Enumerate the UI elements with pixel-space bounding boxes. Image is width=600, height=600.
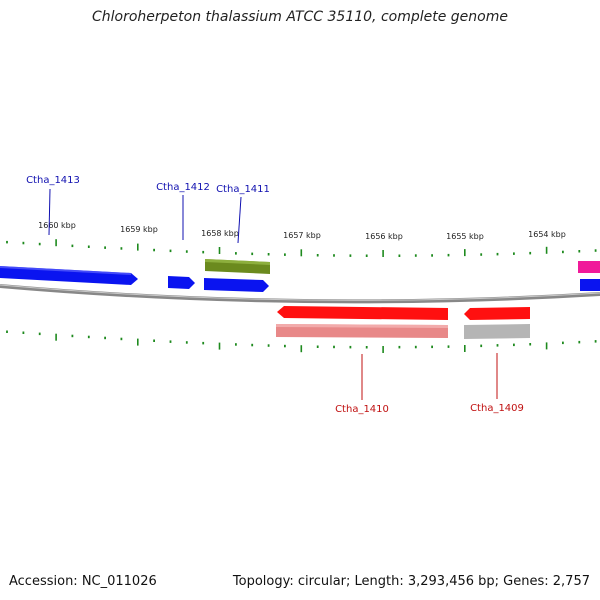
gene-ctha-1413[interactable] [0, 266, 138, 285]
accession-text: Accession: NC_011026 [9, 574, 157, 589]
kbp-label: 1655 kbp [446, 232, 484, 241]
kbp-label: 1658 kbp [201, 229, 239, 238]
genome-backbone-highlight [0, 284, 600, 301]
inner-tick-ring [6, 330, 597, 353]
kbp-label: 1659 kbp [120, 225, 158, 234]
outer-tick-ring [6, 239, 597, 257]
gene-highlight [0, 266, 131, 275]
map-title: Chloroherpeton thalassium ATCC 35110, co… [92, 9, 508, 25]
kbp-label: 1654 kbp [528, 230, 566, 239]
kbp-label: 1660 kbp [38, 221, 76, 230]
label-leader [48, 188, 51, 236]
feature-highlight [205, 259, 270, 265]
gene-ctha-1410[interactable] [277, 306, 448, 320]
gene-edge[interactable] [580, 279, 600, 291]
feature-highlight [276, 324, 448, 328]
gene-ctha-1411[interactable] [204, 278, 269, 292]
feature-pink[interactable] [578, 261, 600, 273]
kbp-label: 1657 kbp [283, 231, 321, 240]
gene-label-ctha-1410[interactable]: Ctha_1410 [335, 404, 389, 415]
gene-label-ctha-1412[interactable]: Ctha_1412 [156, 182, 210, 193]
gene-label-ctha-1409[interactable]: Ctha_1409 [470, 403, 524, 414]
gene-ctha-1409[interactable] [464, 307, 530, 320]
genome-backbone [0, 284, 600, 304]
gene-ctha-1412[interactable] [168, 276, 195, 289]
label-leader [237, 196, 242, 244]
gene-label-ctha-1411[interactable]: Ctha_1411 [216, 184, 270, 195]
gene-label-ctha-1413[interactable]: Ctha_1413 [26, 175, 80, 186]
feature-grey[interactable] [464, 324, 530, 339]
kbp-label: 1656 kbp [365, 232, 403, 241]
genome-summary-text: Topology: circular; Length: 3,293,456 bp… [232, 574, 590, 589]
